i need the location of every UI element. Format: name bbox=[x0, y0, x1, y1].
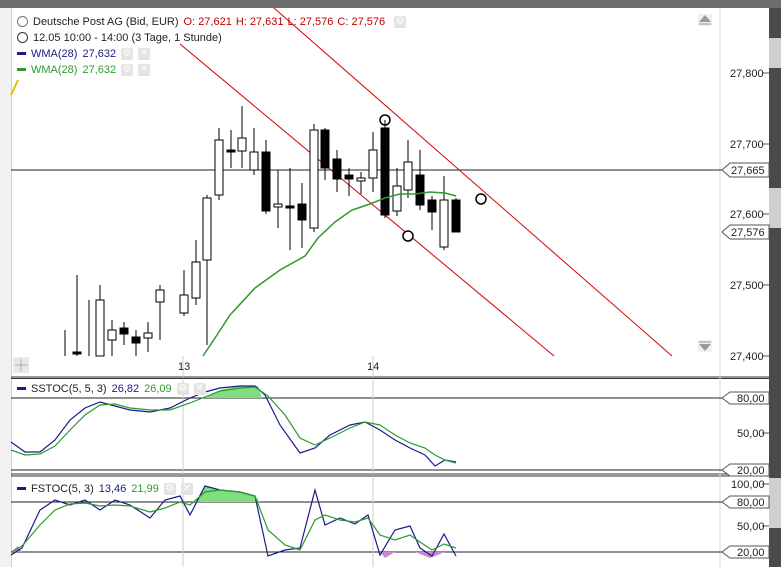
channel-handle-3[interactable] bbox=[475, 193, 487, 205]
close-icon[interactable]: ✕ bbox=[138, 63, 151, 76]
price-tick-1: 27,800 bbox=[730, 68, 764, 80]
price-tick-3: 27,600 bbox=[730, 209, 764, 221]
price-tick-2: 27,700 bbox=[730, 139, 764, 151]
gear-icon[interactable]: ⚙ bbox=[121, 63, 134, 76]
toolbar-strip bbox=[0, 0, 781, 8]
price-tick-5: 27,400 bbox=[730, 351, 764, 363]
left-panel bbox=[0, 8, 12, 567]
price-flag-last: 27,576 bbox=[721, 224, 770, 240]
channel-handle-2[interactable] bbox=[402, 230, 414, 242]
close-icon[interactable]: ✕ bbox=[138, 47, 151, 60]
close-icon[interactable]: ✕ bbox=[193, 382, 206, 395]
scroll-down-icon[interactable] bbox=[698, 340, 712, 352]
fstoc-flag-80: 80,00 bbox=[721, 495, 770, 509]
wma2-legend: WMA(28) 27,632 ⚙ ✕ bbox=[17, 62, 151, 77]
scroll-up-icon[interactable] bbox=[698, 14, 712, 26]
price-flag-current: 27,665 bbox=[721, 162, 770, 178]
sstoc-d: 26,09 bbox=[144, 382, 172, 395]
fstoc-pane: 100,00 80,00 50,00 20,00 bbox=[10, 478, 770, 567]
sstoc-legend: SSTOC(5, 5, 3) 26,82 26,09 ⚙ ✕ bbox=[17, 381, 206, 396]
svg-text:80,00: 80,00 bbox=[737, 393, 765, 405]
wma1-label: WMA(28) bbox=[31, 47, 78, 60]
svg-text:14: 14 bbox=[367, 361, 379, 373]
gear-icon[interactable]: ⚙ bbox=[394, 15, 407, 28]
sstoc-flag-20: 20,00 bbox=[721, 463, 770, 477]
clock-icon bbox=[17, 32, 28, 43]
instrument-name: Deutsche Post AG (Bid, EUR) bbox=[33, 15, 179, 28]
fstoc-label: FSTOC(5, 3) bbox=[31, 482, 94, 495]
sstoc-pane: 80,00 50,00 20,00 bbox=[10, 380, 770, 477]
fstoc-d: 21,99 bbox=[131, 482, 159, 495]
fstoc-legend: FSTOC(5, 3) 13,46 21,99 ⚙ ✕ bbox=[17, 481, 193, 496]
period-header: 12.05 10:00 - 14:00 (3 Tage, 1 Stunde) bbox=[17, 30, 222, 45]
svg-text:100,00: 100,00 bbox=[731, 479, 765, 491]
svg-text:13: 13 bbox=[178, 361, 190, 373]
gear-icon[interactable]: ⚙ bbox=[176, 382, 189, 395]
svg-text:50,00: 50,00 bbox=[737, 428, 765, 440]
instrument-header: Deutsche Post AG (Bid, EUR) O: 27,621 H: … bbox=[17, 14, 407, 29]
wma1-value: 27,632 bbox=[82, 47, 117, 60]
gear-icon[interactable]: ⚙ bbox=[121, 47, 134, 60]
ohlc-values: O: 27,621 H: 27,631 L: 27,576 C: 27,576 bbox=[183, 15, 386, 28]
wma2-label: WMA(28) bbox=[31, 63, 78, 76]
fstoc-k: 13,46 bbox=[98, 482, 127, 495]
svg-text:20,00: 20,00 bbox=[737, 465, 765, 477]
gear-icon bbox=[17, 16, 28, 27]
svg-text:27,576: 27,576 bbox=[731, 227, 765, 239]
svg-text:20,00: 20,00 bbox=[737, 547, 765, 559]
svg-text:27,665: 27,665 bbox=[731, 165, 765, 177]
sstoc-label: SSTOC(5, 5, 3) bbox=[31, 382, 107, 395]
channel-upper-line[interactable] bbox=[273, 7, 673, 357]
gear-icon[interactable]: ⚙ bbox=[163, 482, 176, 495]
price-axis: 27,800 27,700 27,600 27,500 27,400 bbox=[730, 68, 769, 363]
fstoc-flag-20: 20,00 bbox=[721, 545, 770, 559]
wma2-value: 27,632 bbox=[82, 63, 117, 76]
right-scrollbar[interactable] bbox=[769, 8, 781, 567]
wma-line bbox=[202, 191, 457, 357]
svg-text:50,00: 50,00 bbox=[737, 521, 765, 533]
wma1-legend: WMA(28) 27,632 ⚙ ✕ bbox=[17, 46, 151, 61]
period-label: 12.05 10:00 - 14:00 (3 Tage, 1 Stunde) bbox=[33, 31, 222, 44]
crosshair-icon[interactable] bbox=[13, 357, 29, 373]
time-axis: 13 14 bbox=[178, 356, 379, 377]
sstoc-flag-80: 80,00 bbox=[721, 391, 770, 405]
close-icon[interactable]: ✕ bbox=[180, 482, 193, 495]
price-tick-4: 27,500 bbox=[730, 280, 764, 292]
svg-text:80,00: 80,00 bbox=[737, 497, 765, 509]
channel-lower-line[interactable] bbox=[179, 43, 555, 357]
candlesticks bbox=[64, 106, 461, 357]
sstoc-k: 26,82 bbox=[111, 382, 140, 395]
